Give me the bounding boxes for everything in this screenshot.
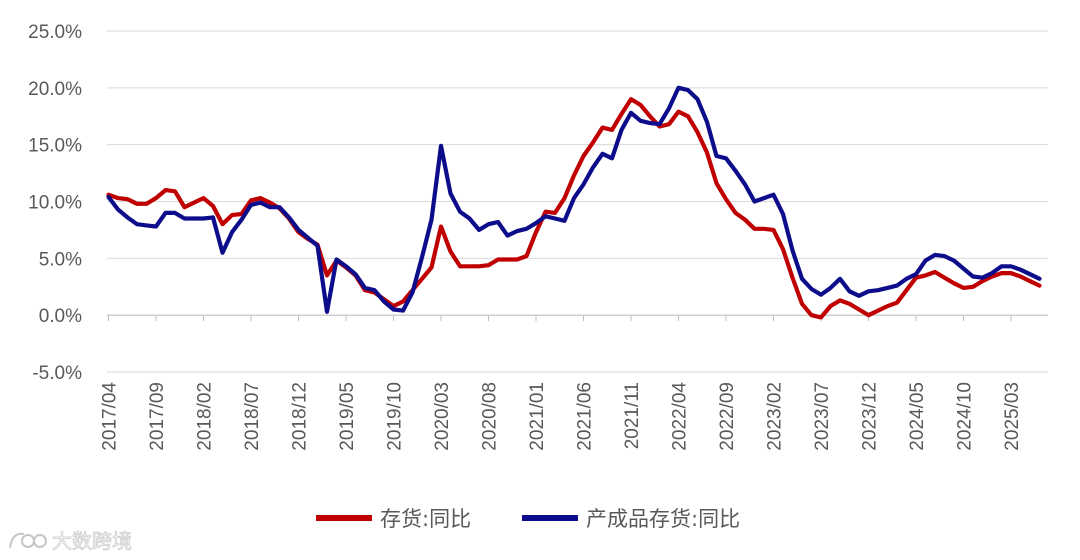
x-tick-label: 2018/02 bbox=[195, 382, 216, 451]
x-tick-label: 2018/07 bbox=[242, 382, 263, 451]
x-tick-label: 2024/05 bbox=[907, 382, 928, 451]
watermark: 大数跨境 bbox=[9, 529, 132, 553]
x-tick-label: 2023/02 bbox=[765, 382, 786, 451]
x-tick-label: 2022/09 bbox=[717, 382, 738, 451]
series-lines bbox=[106, 85, 1042, 320]
y-tick-label: 20.0% bbox=[28, 79, 82, 100]
legend-label-finished-goods: 产成品存货:同比 bbox=[586, 507, 740, 531]
x-tick-label: 2022/04 bbox=[670, 382, 691, 451]
legend-label-inventory: 存货:同比 bbox=[380, 507, 471, 531]
y-tick-label: 15.0% bbox=[28, 136, 82, 157]
y-tick-label: 5.0% bbox=[39, 249, 82, 270]
x-tick-label: 2019/05 bbox=[337, 382, 358, 451]
series-line-finished-goods bbox=[106, 85, 1042, 314]
x-tick-label: 2023/07 bbox=[812, 382, 833, 451]
x-tick-label: 2021/06 bbox=[575, 382, 596, 451]
y-tick-label: -5.0% bbox=[32, 363, 82, 384]
dashuju-logo-icon bbox=[9, 532, 47, 549]
x-tick-label: 2020/08 bbox=[480, 382, 501, 451]
x-tick-label: 2023/12 bbox=[860, 382, 881, 451]
x-tick-label: 2021/11 bbox=[622, 382, 643, 449]
series-line-inventory bbox=[106, 97, 1042, 320]
x-tick-label: 2021/01 bbox=[527, 382, 548, 451]
x-tick-label: 2025/03 bbox=[1002, 382, 1023, 451]
x-tick-label: 2017/04 bbox=[100, 382, 121, 451]
x-tick-label: 2017/09 bbox=[147, 382, 168, 451]
y-tick-label: 10.0% bbox=[28, 193, 82, 214]
y-tick-label: 25.0% bbox=[28, 22, 82, 43]
x-axis-ticks: 2017/04 2017/09 2018/02 2018/07 2018/12 2019/… bbox=[100, 315, 1023, 451]
x-tick-label: 2020/03 bbox=[432, 382, 453, 451]
x-tick-label: 2018/12 bbox=[290, 382, 311, 451]
y-tick-label: 0.0% bbox=[39, 306, 82, 327]
x-tick-label: 2019/10 bbox=[385, 382, 406, 451]
watermark-text: 大数跨境 bbox=[52, 529, 132, 553]
y-axis-ticks: -5.0% 0.0% 5.0% 10.0% 15.0% 20.0% 25.0% bbox=[28, 22, 82, 384]
legend: 存货:同比 产成品存货:同比 bbox=[316, 507, 740, 531]
x-tick-label: 2024/10 bbox=[955, 382, 976, 451]
